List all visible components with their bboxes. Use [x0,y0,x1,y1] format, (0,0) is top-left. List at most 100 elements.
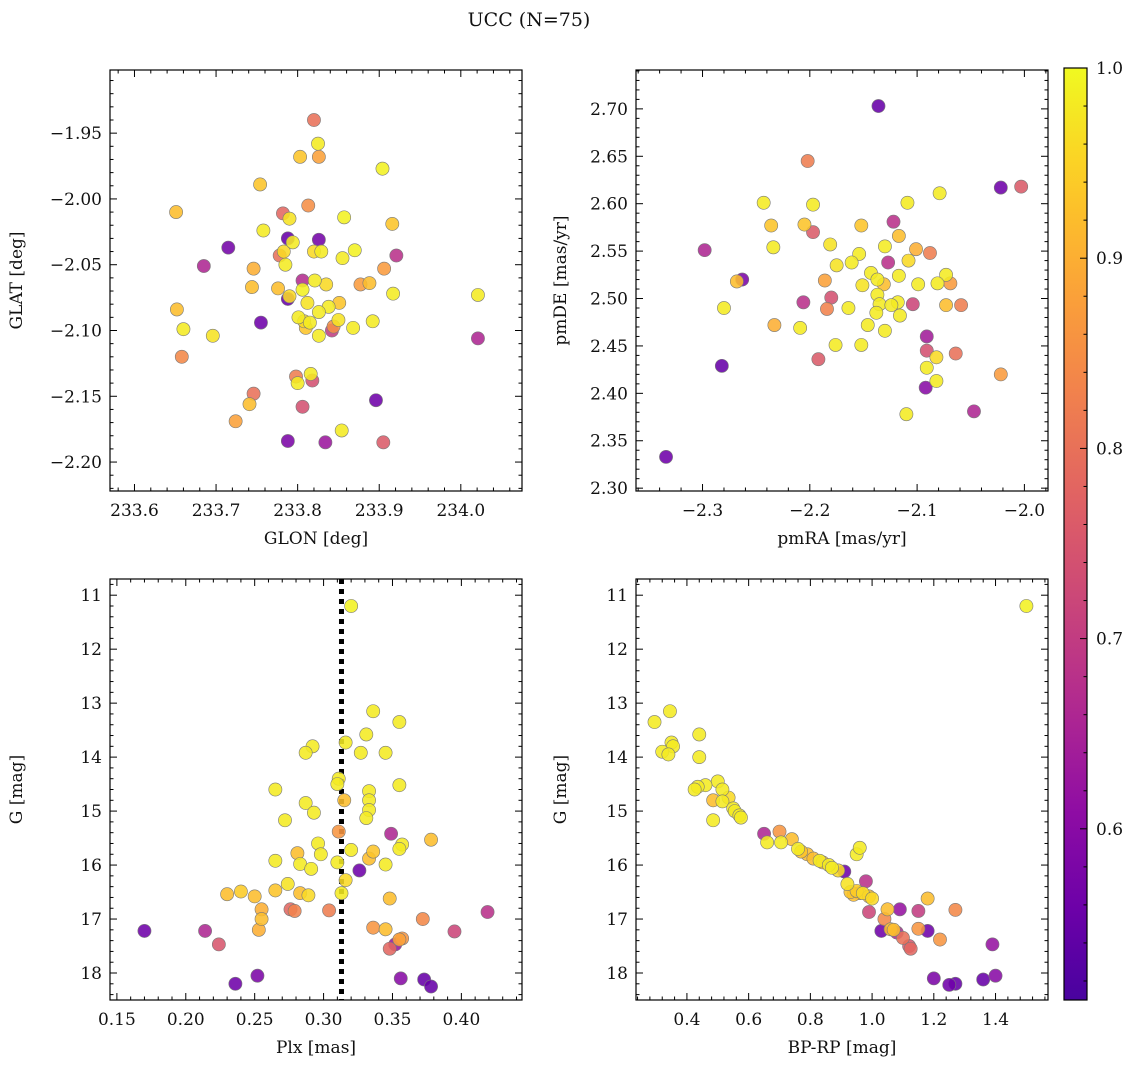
data-point [891,268,906,283]
data-point [942,977,957,992]
data-point [767,318,782,332]
data-point [242,397,257,412]
x-tick-label: 233.7 [192,501,241,521]
panel-pmra-pmde: −2.3 −2.2 −2.1 −2.0 2.30 2.35 2.40 2.45 2.50 2.55… [551,69,1049,549]
data-point [976,972,991,987]
data-point [791,841,805,856]
data-point [796,295,811,310]
scatter-points [137,579,495,1000]
data-point [330,855,345,870]
y-tick-label: 2.60 [590,195,628,215]
data-point [268,883,283,898]
data-point [896,931,910,945]
data-point [985,937,1000,952]
data-point [393,971,408,986]
data-point [715,794,730,809]
data-point [378,922,393,937]
data-point [307,273,322,288]
x-tick-label: 0.20 [167,1010,205,1030]
data-point [954,298,968,313]
data-point [687,782,702,797]
data-point [268,853,283,868]
y-tick-label: 2.35 [590,432,628,452]
data-point [322,903,336,918]
data-point [967,404,981,419]
data-point [993,367,1008,382]
data-point [256,223,271,238]
data-point [302,315,317,330]
data-point [359,811,374,826]
data-point [919,329,934,344]
data-point [221,240,236,255]
data-point [948,346,963,361]
data-point [298,796,313,810]
data-point [366,920,381,935]
data-point [920,891,935,906]
data-point [901,253,916,268]
data-point [169,205,183,219]
figure-title: UCC (N=75) [468,9,591,31]
colorbar: 0.6 0.7 0.8 0.9 1.0 [1063,59,1123,1001]
data-point [290,376,305,391]
data-point [806,197,820,212]
colorbar-tick-label: 1.0 [1096,59,1123,79]
data-point [330,777,345,792]
data-point [245,280,259,294]
data-point [287,904,302,918]
data-point [647,715,662,729]
x-axis-label: GLON [deg] [264,529,368,549]
data-point [1019,599,1034,613]
y-tick-label: 14 [80,748,102,768]
y-tick-label: 13 [80,694,102,714]
x-axis-label: BP-RP [mag] [788,1038,897,1058]
x-tick-label: 0.6 [735,1010,762,1030]
data-point [793,321,808,335]
data-point [911,921,926,936]
data-point [905,297,920,312]
x-tick-label: −2.0 [1004,501,1045,521]
data-point [196,259,211,273]
data-point [382,891,397,906]
data-point [988,968,1003,983]
data-point [841,301,856,315]
data-point [278,813,292,828]
y-tick-label: 11 [606,586,628,606]
data-point [365,314,380,329]
data-point [923,246,937,260]
x-tick-label: 0.8 [797,1010,824,1030]
data-point [293,149,307,164]
data-point [659,449,673,464]
data-point [820,302,834,316]
scatter-points [659,99,1029,464]
data-point [760,835,775,850]
data-point [282,211,297,226]
data-point [817,273,832,288]
data-point [939,267,953,282]
data-point [424,832,438,847]
scatter-points [169,113,485,450]
data-point [424,979,438,994]
y-tick-label: 12 [80,640,102,660]
y-tick-label: 2.55 [590,242,628,262]
data-point [825,860,839,875]
data-point [174,349,189,364]
data-point [377,261,392,276]
panel-glon-glat: 233.6 233.7 233.8 233.9 234.0 −2.20 −2.15 −2.10… [7,69,523,549]
panel-bprp-g: 0.4 0.6 0.8 1.0 1.2 1.4 11 12 13 14 15 16 17 18 BP-RP … [551,578,1049,1058]
x-tick-label: 233.8 [273,501,322,521]
data-point [331,824,346,839]
y-tick-label: 2.40 [590,384,628,404]
data-point [344,599,359,613]
data-point [884,298,899,313]
data-point [881,255,896,270]
data-point [878,323,892,338]
data-point [376,435,391,450]
data-point [301,198,316,213]
y-tick-label: 15 [606,802,628,822]
data-point [303,367,318,381]
plot-frame [635,69,1049,492]
data-point [344,843,359,857]
x-tick-label: −2.2 [789,501,830,521]
x-tick-label: 234.0 [436,501,485,521]
data-point [311,328,326,343]
